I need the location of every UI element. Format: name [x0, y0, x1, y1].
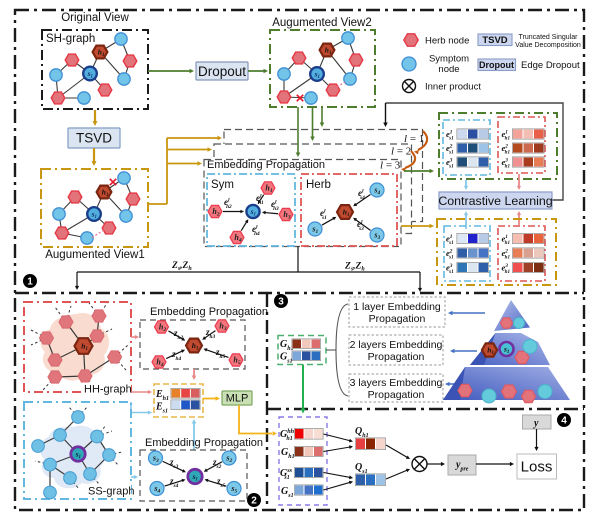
svg-text:s5: s5	[230, 484, 237, 495]
svg-text:s3: s3	[152, 454, 159, 465]
svg-text:Loss: Loss	[521, 459, 553, 476]
svg-text:s1: s1	[87, 69, 93, 80]
svg-text:4: 4	[561, 415, 567, 426]
svg-text:zs4: zs4	[169, 476, 179, 489]
svg-text:h2: h2	[212, 207, 219, 218]
svg-text:h5: h5	[233, 356, 240, 367]
svg-text:h1: h1	[487, 346, 494, 357]
svg-text:Sym: Sym	[211, 179, 234, 191]
svg-text:2: 2	[251, 495, 257, 506]
svg-text:s1: s1	[314, 70, 320, 81]
svg-text:Inner product: Inner product	[425, 82, 481, 93]
svg-text:l = 2: l = 2	[391, 146, 411, 158]
svg-text:h1: h1	[265, 184, 272, 195]
svg-text:s1: s1	[503, 345, 509, 356]
svg-text:Contrastive Learning: Contrastive Learning	[438, 194, 552, 208]
svg-text:l = 1: l = 1	[404, 133, 424, 145]
svg-text:Zs,Zh: Zs,Zh	[171, 261, 192, 272]
svg-text:h3: h3	[283, 210, 290, 221]
svg-text:Herb node: Herb node	[425, 36, 469, 47]
svg-text:h1: h1	[325, 46, 332, 57]
svg-text:TSVD: TSVD	[482, 35, 507, 46]
svg-text:zh4: zh4	[171, 349, 182, 362]
svg-text:s4: s4	[153, 484, 160, 495]
svg-text:h4: h4	[156, 358, 163, 369]
svg-text:h1: h1	[81, 342, 88, 353]
svg-text:TSVD: TSVD	[76, 131, 112, 146]
svg-text:Herb: Herb	[306, 179, 331, 191]
svg-text:3: 3	[278, 296, 284, 307]
svg-text:Embedding Propagation: Embedding Propagation	[150, 306, 268, 318]
svg-text:Edge Dropout: Edge Dropout	[521, 60, 580, 71]
svg-text:h2: h2	[159, 323, 166, 334]
svg-text:h1: h1	[192, 341, 199, 352]
svg-text:zh5: zh5	[215, 347, 226, 360]
svg-text:s1: s1	[311, 225, 318, 236]
svg-text:Augumented View1: Augumented View1	[45, 249, 145, 261]
svg-text:Original View: Original View	[61, 12, 129, 24]
svg-text:h4: h4	[234, 233, 241, 244]
svg-text:s3: s3	[373, 231, 380, 242]
svg-text:s1: s1	[192, 472, 198, 483]
svg-text:node: node	[438, 64, 459, 75]
svg-text:h1: h1	[98, 48, 105, 59]
svg-text:MLP: MLP	[226, 393, 249, 405]
svg-text:SH-graph: SH-graph	[46, 33, 95, 45]
svg-text:3 layers Embedding: 3 layers Embedding	[350, 377, 443, 389]
svg-text:Truncated Singular: Truncated Singular	[519, 34, 579, 41]
svg-text:Value Decomposition: Value Decomposition	[515, 42, 581, 49]
svg-text:h1: h1	[102, 188, 109, 199]
svg-text:Dropout: Dropout	[198, 64, 246, 79]
svg-text:s1: s1	[91, 210, 97, 221]
svg-text:Zs,Zh: Zs,Zh	[344, 262, 365, 273]
svg-text:y: y	[533, 418, 539, 429]
svg-text:Propagation: Propagation	[368, 389, 425, 401]
svg-text:h3: h3	[219, 322, 226, 333]
svg-text:Embedding Propagation: Embedding Propagation	[145, 437, 263, 449]
svg-text:s4: s4	[373, 186, 380, 197]
svg-text:Symptom: Symptom	[429, 54, 469, 65]
svg-text:zs5: zs5	[216, 476, 226, 489]
svg-text:zs3: zs3	[169, 457, 179, 470]
svg-text:HH-graph: HH-graph	[84, 384, 132, 396]
svg-text:Augumented View2: Augumented View2	[272, 17, 372, 29]
svg-text:Dropout: Dropout	[479, 60, 514, 70]
svg-text:1 layer Embedding: 1 layer Embedding	[353, 301, 441, 313]
svg-text:zs2: zs2	[212, 457, 222, 470]
svg-text:2 layers Embedding: 2 layers Embedding	[350, 339, 443, 351]
svg-text:s2: s2	[225, 454, 232, 465]
svg-text:Propagation: Propagation	[369, 313, 426, 325]
svg-text:SS-graph: SS-graph	[88, 486, 134, 498]
svg-text:Embedding Propagation: Embedding Propagation	[207, 159, 325, 171]
svg-text:l = 3: l = 3	[380, 160, 401, 172]
svg-text:zh3: zh3	[205, 327, 216, 340]
svg-text:s1: s1	[250, 207, 256, 218]
svg-text:s1: s1	[75, 450, 81, 461]
svg-text:Propagation: Propagation	[368, 351, 425, 363]
svg-text:1: 1	[27, 276, 33, 287]
svg-text:zh2: zh2	[173, 328, 184, 341]
svg-text:h1: h1	[343, 208, 350, 219]
